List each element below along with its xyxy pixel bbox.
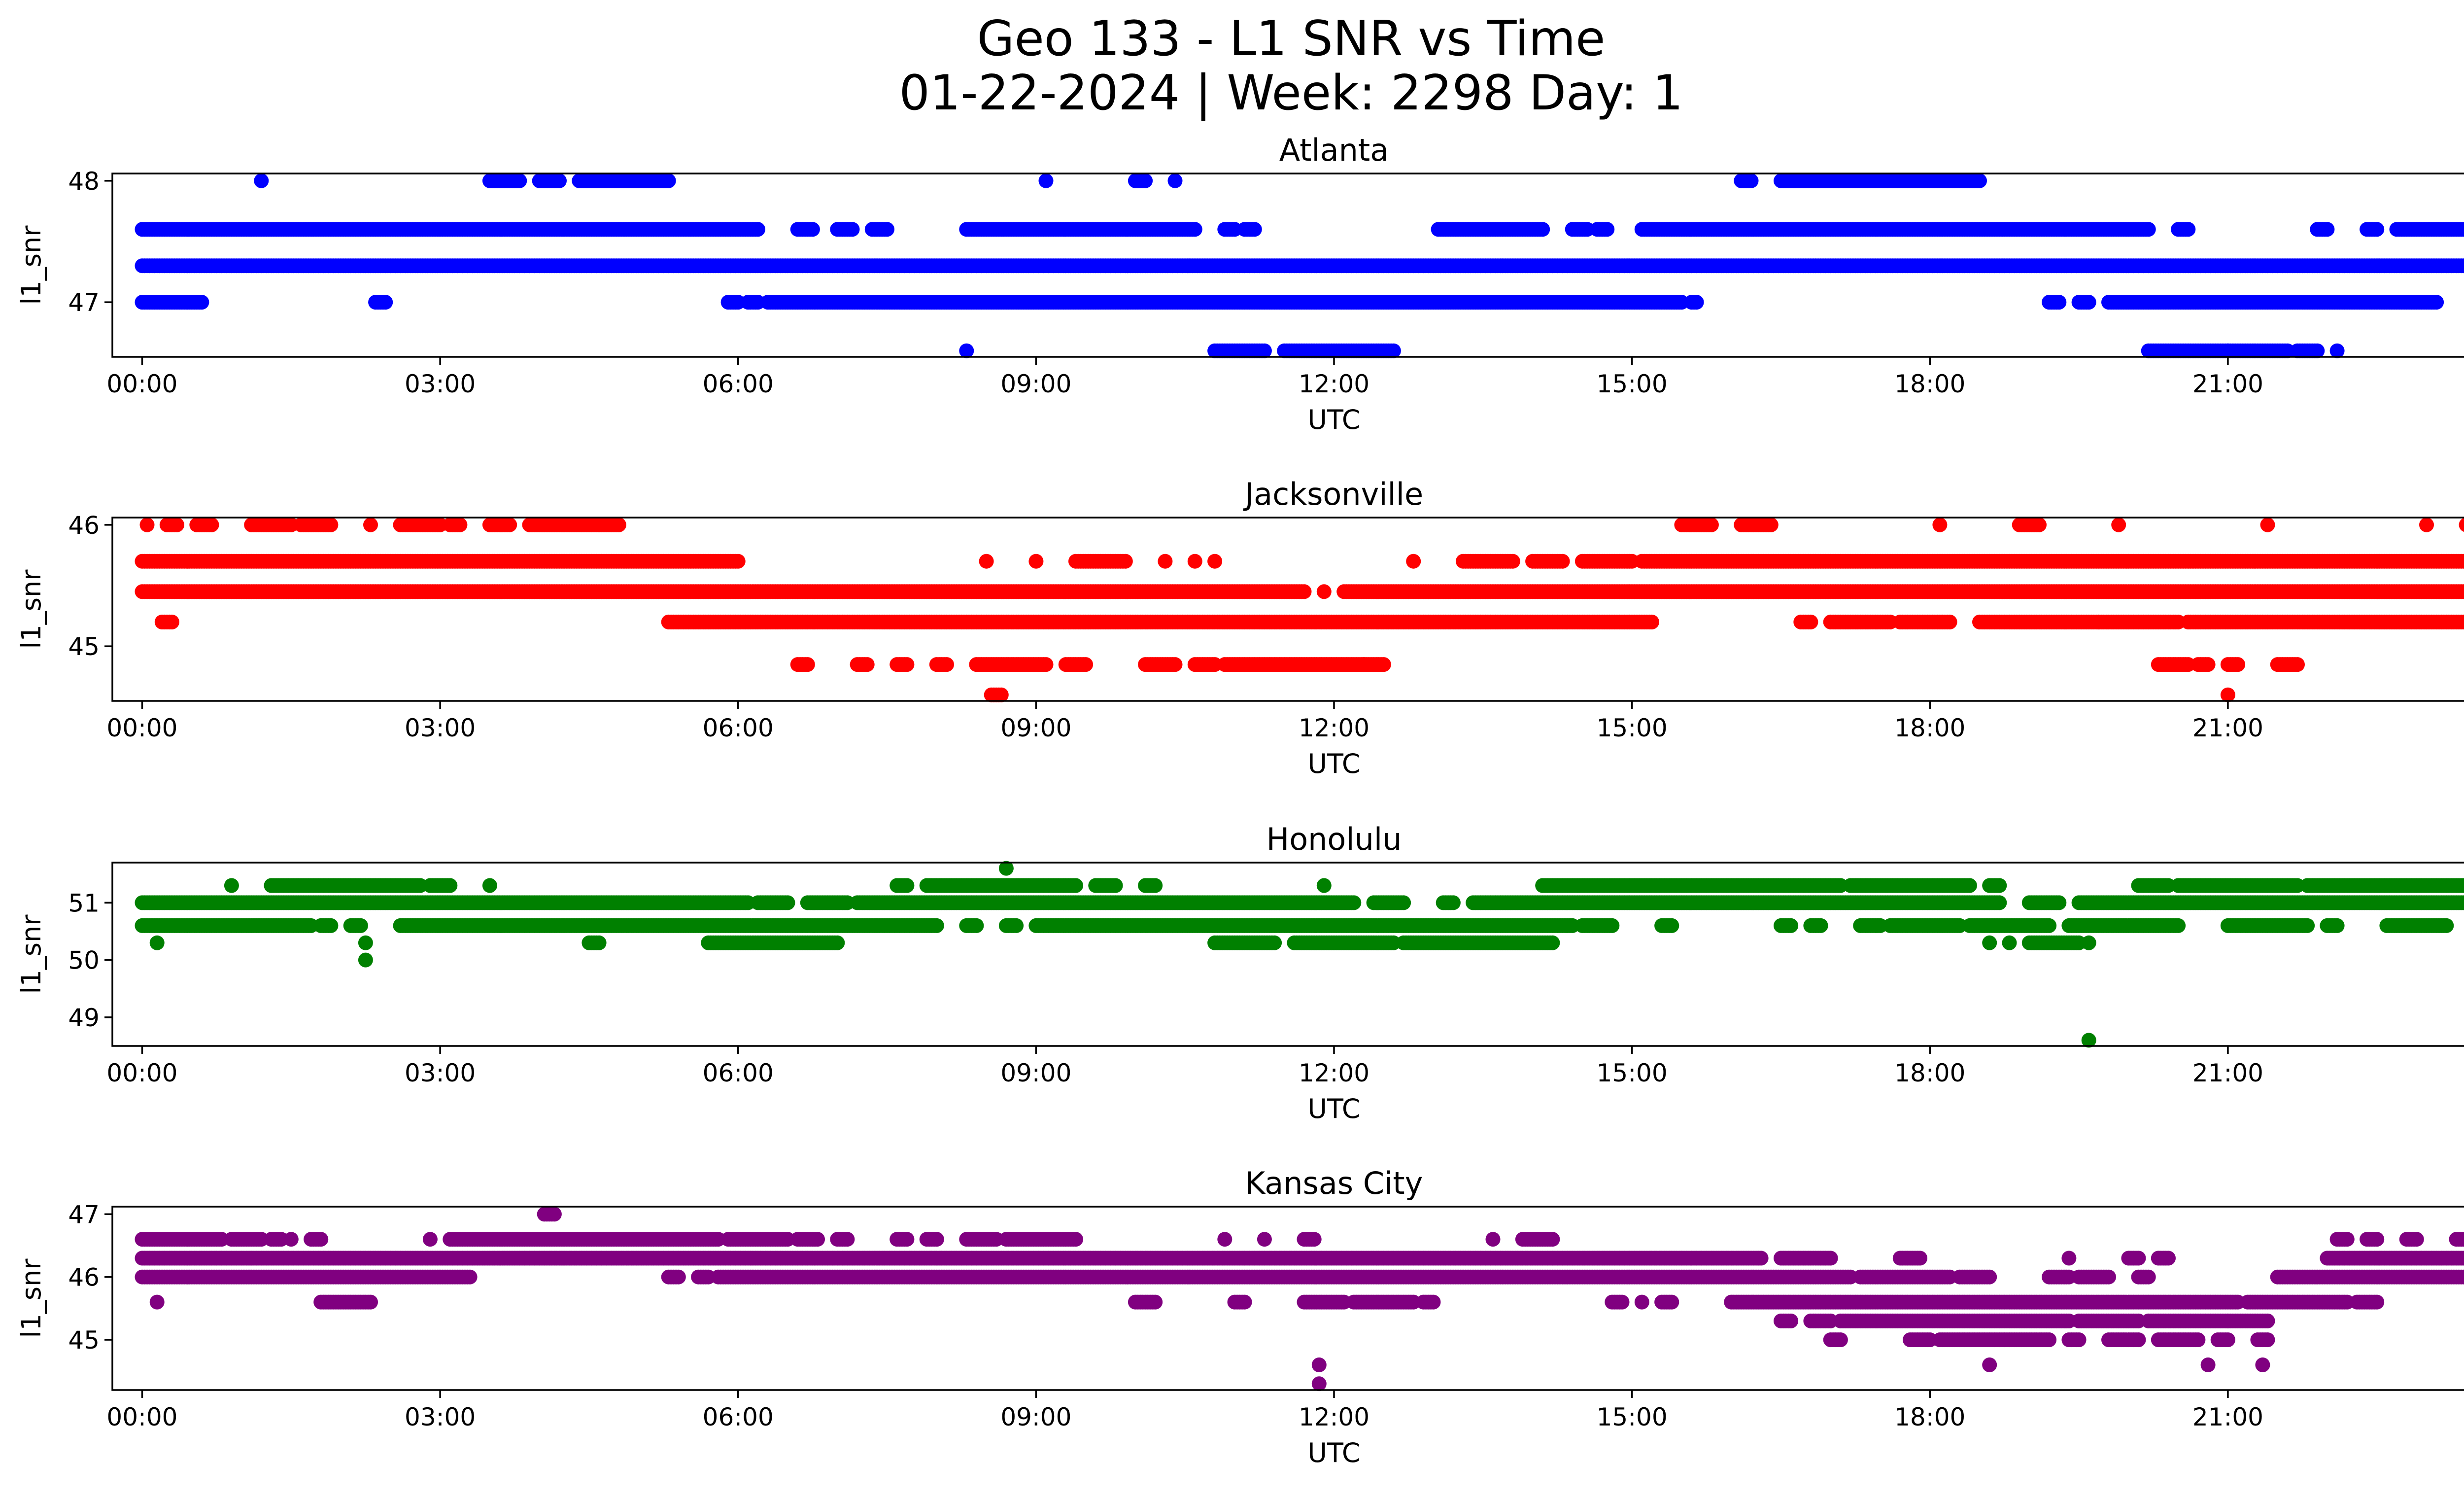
panels: Atlanta 00:00 03:00 06:00 09:00 12:00 15:00 18:… [16,132,2464,1468]
panel-0-y-tick-label: 48 [68,167,100,196]
panel-1-point [2260,517,2275,532]
panel-1-point [1406,554,1421,569]
panel-1-point [2419,517,2434,532]
panel-0-point [880,222,894,237]
panel-1-point [164,614,179,629]
panel-0-y-axis-label: l1_snr [16,225,47,305]
panel-1-point [2111,517,2126,532]
panel-0-x-axis-label: UTC [1307,404,1360,435]
panel-0-point [1689,295,1704,310]
panel-0-point [1038,173,1054,188]
panel-0-x-tick-label: 09:00 [1000,370,1071,398]
panel-0: Atlanta 00:00 03:00 06:00 09:00 12:00 15:00 18:… [16,132,2464,435]
panel-1-point [611,517,626,532]
panel-0-point [1535,222,1550,237]
panel-1-point [1644,614,1659,629]
panel-0-y-tick-label: 47 [68,288,100,317]
panel-0-point [1138,173,1153,188]
panel-0-point [1187,222,1202,237]
panel-1-point [1297,584,1312,599]
panel-0-point [661,173,676,188]
panel-1-point [800,657,815,672]
panel-0-point [254,173,269,188]
panel-0-point [512,173,527,188]
panel-1-point [1555,554,1570,569]
panel-1-point [1316,584,1332,599]
panel-1-point [1704,517,1719,532]
panel-1-point [730,554,746,569]
panel-0-point [1744,173,1759,188]
panel-0-point [2052,295,2067,310]
panel-0-x-tick-label: 00:00 [106,370,177,398]
panel-0-point [2141,222,2156,237]
panel-0-point [2329,343,2345,358]
panel-1-title: Jacksonville [1243,476,1423,512]
panel-1-point [1803,614,1818,629]
panel-0-point [2310,343,2325,358]
panel-1-point [452,517,468,532]
panel-0-title: Atlanta [1279,132,1389,168]
panel-1-point [979,554,994,569]
panel-1-point [1118,554,1133,569]
panel-1-point [139,517,155,532]
panel-1-point [1763,517,1779,532]
panel-1-point [323,517,339,532]
figure-title-line1: Geo 133 - L1 SNR vs Time [977,11,1606,67]
panel-1-point [502,517,517,532]
panel-1-point [1942,614,1957,629]
panel-1-point [2032,517,2047,532]
panel-0-x-tick-label: 18:00 [1894,370,1965,398]
panel-0-point [1167,173,1183,188]
panel-1-point [204,517,219,532]
panel-0-point [845,222,860,237]
panel-1-point [1207,554,1223,569]
panel-1-point [1028,554,1044,569]
panel-0-point [1386,343,1401,358]
panel-0-point [2081,295,2096,310]
panel-0-point [2369,222,2385,237]
figure-title-line2: 01-22-2024 | Week: 2298 Day: 1 [899,65,1683,121]
panel-0-point [1247,222,1262,237]
panel-0-x-tick-label: 21:00 [2192,370,2263,398]
panel-0-x-tick-label: 03:00 [405,370,476,398]
panel-1-point [363,517,378,532]
panel-1-point [170,517,184,532]
panel-0-x-tick-label: 12:00 [1299,370,1369,398]
panel-0-point [805,222,820,237]
panel-0-point [1972,173,1987,188]
panel-0-point [194,295,209,310]
panel-0-point [2461,260,2464,272]
panel-0-point [751,222,765,237]
panel-0-points [135,173,2464,358]
panel-0-point [552,173,567,188]
panel-0-point [959,343,974,358]
panel-0-point [2181,222,2196,237]
panel-1-point [1505,554,1520,569]
panel-1-point [1158,554,1173,569]
panel-1-point [1932,517,1948,532]
panel-1-point [1187,554,1202,569]
panel-0-point [378,295,393,310]
panel-0-point [1600,222,1615,237]
panel-0-point [2429,295,2444,310]
panel-0-point [2320,222,2335,237]
panel-0-point [1257,343,1272,358]
panel-0-x-tick-label: 06:00 [703,370,774,398]
panel-0-x-tick-label: 15:00 [1597,370,1668,398]
